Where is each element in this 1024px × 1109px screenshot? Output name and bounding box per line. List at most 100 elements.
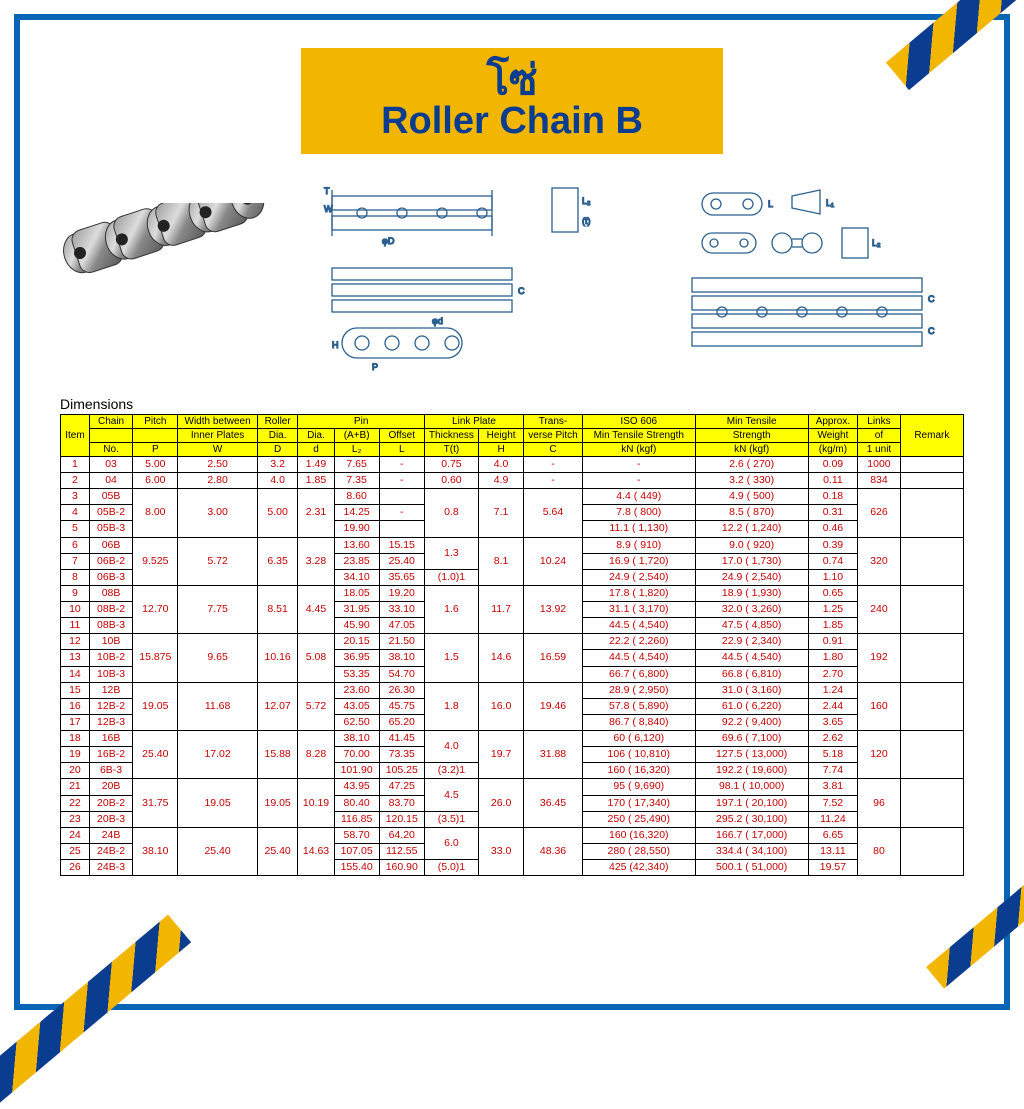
cell: 86.7 ( 8,840) (582, 714, 695, 730)
cell: 6 (61, 537, 90, 553)
cell: 197.1 ( 20,100) (695, 795, 808, 811)
cell: 3.2 ( 330) (695, 473, 808, 489)
cell: 1.6 (424, 585, 478, 633)
cell: 250 ( 25,490) (582, 811, 695, 827)
cell: - (582, 456, 695, 472)
cell: 11.24 (808, 811, 858, 827)
chain-render (60, 203, 300, 353)
cell: 19.05 (133, 682, 178, 730)
cell: 60 ( 6,120) (582, 731, 695, 747)
col-header: Height (479, 428, 524, 442)
cell: 7.75 (178, 585, 257, 633)
cell: 83.70 (379, 795, 424, 811)
col-header: Item (61, 414, 90, 456)
col-header: Links (858, 414, 900, 428)
cell: - (379, 473, 424, 489)
cell: 12.07 (257, 682, 298, 730)
cell: 31.75 (133, 779, 178, 827)
col-header: ISO 606 (582, 414, 695, 428)
cell: 295.2 ( 30,100) (695, 811, 808, 827)
cell: 95 ( 9,690) (582, 779, 695, 795)
cell (900, 779, 963, 827)
cell: 16.0 (479, 682, 524, 730)
col-header: Trans- (524, 414, 583, 428)
cell: 10 (61, 602, 90, 618)
cell: 33.0 (479, 827, 524, 875)
cell: - (582, 473, 695, 489)
cell: 44.5 ( 4,540) (582, 618, 695, 634)
col-header: Strength (695, 428, 808, 442)
col-header: H (479, 442, 524, 456)
cell: 0.18 (808, 489, 858, 505)
cell (900, 537, 963, 585)
cell: 4.9 ( 500) (695, 489, 808, 505)
col-header: kN (kgf) (582, 442, 695, 456)
cell: 5.72 (298, 682, 334, 730)
cell: 06B-2 (89, 553, 132, 569)
col-header: Width between (178, 414, 257, 428)
col-header: of (858, 428, 900, 442)
cell: 120.15 (379, 811, 424, 827)
cell (379, 489, 424, 505)
cell: 0.74 (808, 553, 858, 569)
cell: 23 (61, 811, 90, 827)
cell: 43.05 (334, 698, 379, 714)
cell: 12.70 (133, 585, 178, 633)
cell: 12 (61, 634, 90, 650)
cell: 0.39 (808, 537, 858, 553)
cell: 1.5 (424, 634, 478, 682)
cell: 0.09 (808, 456, 858, 472)
cell: 120 (858, 731, 900, 779)
cell: 5.64 (524, 489, 583, 537)
cell: 96 (858, 779, 900, 827)
cell: 19.20 (379, 585, 424, 601)
cell: 334.4 ( 34,100) (695, 843, 808, 859)
cell: 1000 (858, 456, 900, 472)
cell: 34.10 (334, 569, 379, 585)
cell: 15.88 (257, 731, 298, 779)
cell: 105.25 (379, 763, 424, 779)
cell: 21 (61, 779, 90, 795)
cell: 2.6 ( 270) (695, 456, 808, 472)
cell: 20.15 (334, 634, 379, 650)
cell: 31.1 ( 3,170) (582, 602, 695, 618)
cell: 69.6 ( 7,100) (695, 731, 808, 747)
cell: 6.35 (257, 537, 298, 585)
cell: 9 (61, 585, 90, 601)
cell: 26.0 (479, 779, 524, 827)
col-header: (A+B) (334, 428, 379, 442)
cell: 425 (42,340) (582, 860, 695, 876)
cell: 22 (61, 795, 90, 811)
cell (900, 489, 963, 537)
cell: 17.8 ( 1,820) (582, 585, 695, 601)
cell: 7.1 (479, 489, 524, 537)
col-header: D (257, 442, 298, 456)
cell: 25.40 (257, 827, 298, 875)
svg-text:(t): (t) (582, 216, 591, 226)
cell: 45.75 (379, 698, 424, 714)
cell: 53.35 (334, 666, 379, 682)
cell: 0.31 (808, 505, 858, 521)
cell: 06B (89, 537, 132, 553)
cell: 24 (61, 827, 90, 843)
cell: 80.40 (334, 795, 379, 811)
cell: (1.0)1 (424, 569, 478, 585)
cell: 24B-2 (89, 843, 132, 859)
cell: 17 (61, 714, 90, 730)
cell: 08B-2 (89, 602, 132, 618)
svg-text:C: C (928, 294, 935, 304)
cell: 160 (16,320) (582, 827, 695, 843)
svg-text:W: W (324, 204, 333, 214)
cell: 20B (89, 779, 132, 795)
cell: 08B (89, 585, 132, 601)
cell: 7.8 ( 800) (582, 505, 695, 521)
cell: 13.11 (808, 843, 858, 859)
col-header: (kg/m) (808, 442, 858, 456)
cell: 7 (61, 553, 90, 569)
cell: 107.05 (334, 843, 379, 859)
cell: 36.45 (524, 779, 583, 827)
diagram-area: W T φD C φd (60, 168, 964, 388)
cell: 92.2 ( 9,400) (695, 714, 808, 730)
cell: 20B-2 (89, 795, 132, 811)
cell: 54.70 (379, 666, 424, 682)
